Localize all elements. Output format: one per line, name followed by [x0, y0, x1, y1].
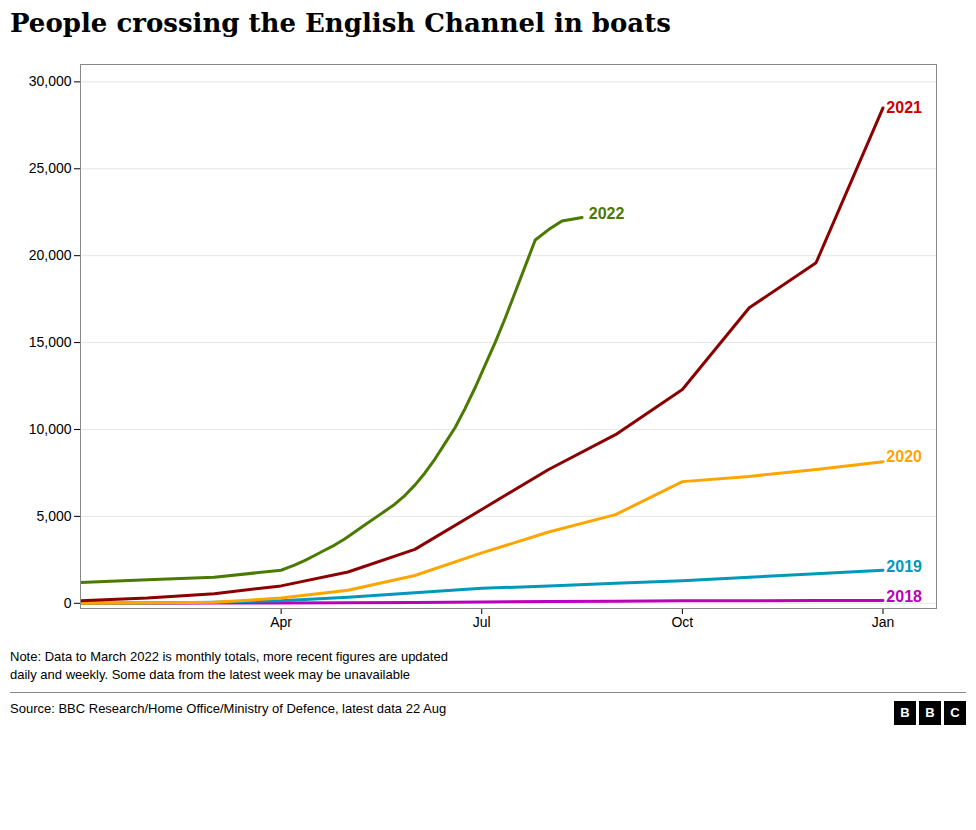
- svg-text:15,000: 15,000: [29, 334, 72, 350]
- svg-text:Apr: Apr: [270, 614, 292, 630]
- svg-text:5,000: 5,000: [36, 508, 71, 524]
- svg-text:2022: 2022: [589, 205, 625, 222]
- svg-text:Oct: Oct: [671, 614, 693, 630]
- svg-text:2019: 2019: [886, 558, 922, 575]
- svg-text:30,000: 30,000: [29, 73, 72, 89]
- html-text:B: B: [900, 705, 910, 721]
- html-text:Source: BBC Research/Home Offi: Source: BBC Research/Home Office/Ministr…: [10, 701, 447, 717]
- svg-text:10,000: 10,000: [29, 421, 72, 437]
- svg-text:2021: 2021: [886, 99, 922, 116]
- svg-text:Jul: Jul: [473, 614, 491, 630]
- svg-text:25,000: 25,000: [29, 160, 72, 176]
- svg-text:2018: 2018: [886, 588, 922, 605]
- svg-text:20,000: 20,000: [29, 247, 72, 263]
- html-text:C: C: [950, 705, 960, 721]
- svg-text:2020: 2020: [886, 448, 922, 465]
- html-text:Note: Data to March 2022 is mo: Note: Data to March 2022 is monthly tota…: [10, 649, 448, 683]
- svg-text:Jan: Jan: [872, 614, 895, 630]
- html-text:People crossing the English Ch: People crossing the English Channel in b…: [10, 8, 671, 38]
- html-text:B: B: [925, 705, 935, 721]
- svg-text:0: 0: [64, 595, 72, 611]
